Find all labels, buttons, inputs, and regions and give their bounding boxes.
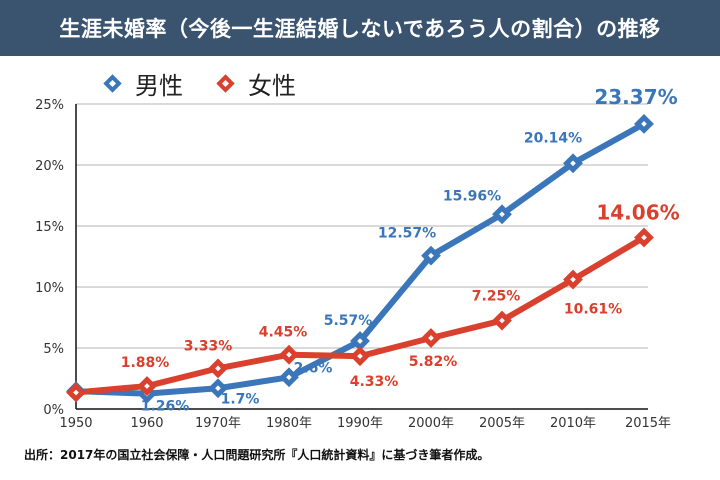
data-label: 3.33%	[184, 338, 233, 354]
data-point-marker-center	[641, 234, 647, 241]
data-point-marker-center	[286, 351, 292, 358]
data-point-marker-center	[357, 338, 363, 344]
legend: 男性 女性	[100, 66, 326, 101]
data-label: 4.45%	[259, 325, 308, 341]
data-label: 12.57%	[378, 226, 436, 242]
x-tick-label: 1960	[130, 416, 163, 431]
y-tick-label: 10%	[35, 281, 64, 296]
data-label: 14.06%	[596, 200, 679, 224]
data-label: 20.14%	[524, 130, 582, 146]
y-tick-label: 0%	[43, 403, 64, 418]
data-point-marker-center	[641, 121, 647, 127]
data-label: 10.61%	[564, 302, 622, 318]
data-label: 2.6%	[294, 360, 333, 376]
data-point-marker-center	[428, 335, 434, 341]
data-point-marker-center	[144, 383, 150, 389]
data-label: 1.7%	[221, 391, 260, 407]
data-point-marker-center	[499, 211, 505, 218]
data-point-marker-center	[570, 160, 576, 167]
data-point-marker-center	[357, 353, 363, 360]
data-label: 5.57%	[324, 313, 373, 329]
x-tick-label: 2015年	[625, 416, 671, 431]
x-tick-label: 1990年	[337, 416, 383, 431]
y-tick-label: 5%	[43, 342, 64, 357]
y-tick-label: 25%	[35, 98, 64, 113]
chart-title: 生涯未婚率（今後一生涯結婚しないであろう人の割合）の推移	[59, 17, 661, 41]
data-label: 15.96%	[443, 188, 501, 204]
legend-label-female: 女性	[248, 72, 296, 100]
data-label: 7.25%	[472, 289, 521, 305]
x-tick-label: 2005年	[479, 416, 525, 431]
source-note: 出所：2017年の国立社会保障・人口問題研究所『人口統計資料』に基づき筆者作成。	[24, 448, 490, 462]
data-point-marker-center	[286, 374, 292, 381]
chart-header: 生涯未婚率（今後一生涯結婚しないであろう人の割合）の推移	[0, 0, 720, 56]
x-tick-label: 1980年	[266, 416, 312, 431]
data-label: 5.82%	[409, 354, 458, 370]
data-label: 4.33%	[350, 374, 399, 390]
data-point-marker-center	[570, 276, 576, 283]
data-label: 23.37%	[594, 85, 677, 109]
x-tick-label: 1950	[59, 416, 92, 431]
y-tick-label: 20%	[35, 159, 64, 174]
legend-item-female: 女性	[213, 66, 296, 101]
data-point-marker-center	[499, 317, 505, 324]
data-label: 1.88%	[121, 355, 170, 371]
x-tick-label: 1970年	[195, 416, 241, 431]
x-tick-label: 2010年	[550, 416, 596, 431]
data-point-marker-center	[428, 252, 434, 259]
y-tick-label: 15%	[35, 220, 64, 235]
data-point-marker-center	[73, 389, 79, 396]
data-point-marker-center	[215, 365, 221, 372]
legend-label-male: 男性	[135, 72, 183, 100]
legend-item-male: 男性	[100, 66, 183, 101]
data-point-marker-center	[215, 385, 221, 392]
data-label: 1.26%	[141, 399, 190, 415]
x-tick-label: 2000年	[408, 416, 454, 431]
